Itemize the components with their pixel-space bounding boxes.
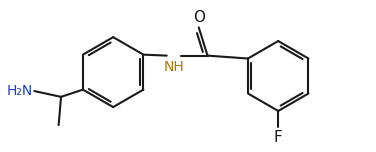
Text: O: O [193, 10, 205, 25]
Text: NH: NH [164, 60, 184, 74]
Text: H₂N: H₂N [6, 84, 32, 98]
Text: F: F [274, 130, 283, 145]
